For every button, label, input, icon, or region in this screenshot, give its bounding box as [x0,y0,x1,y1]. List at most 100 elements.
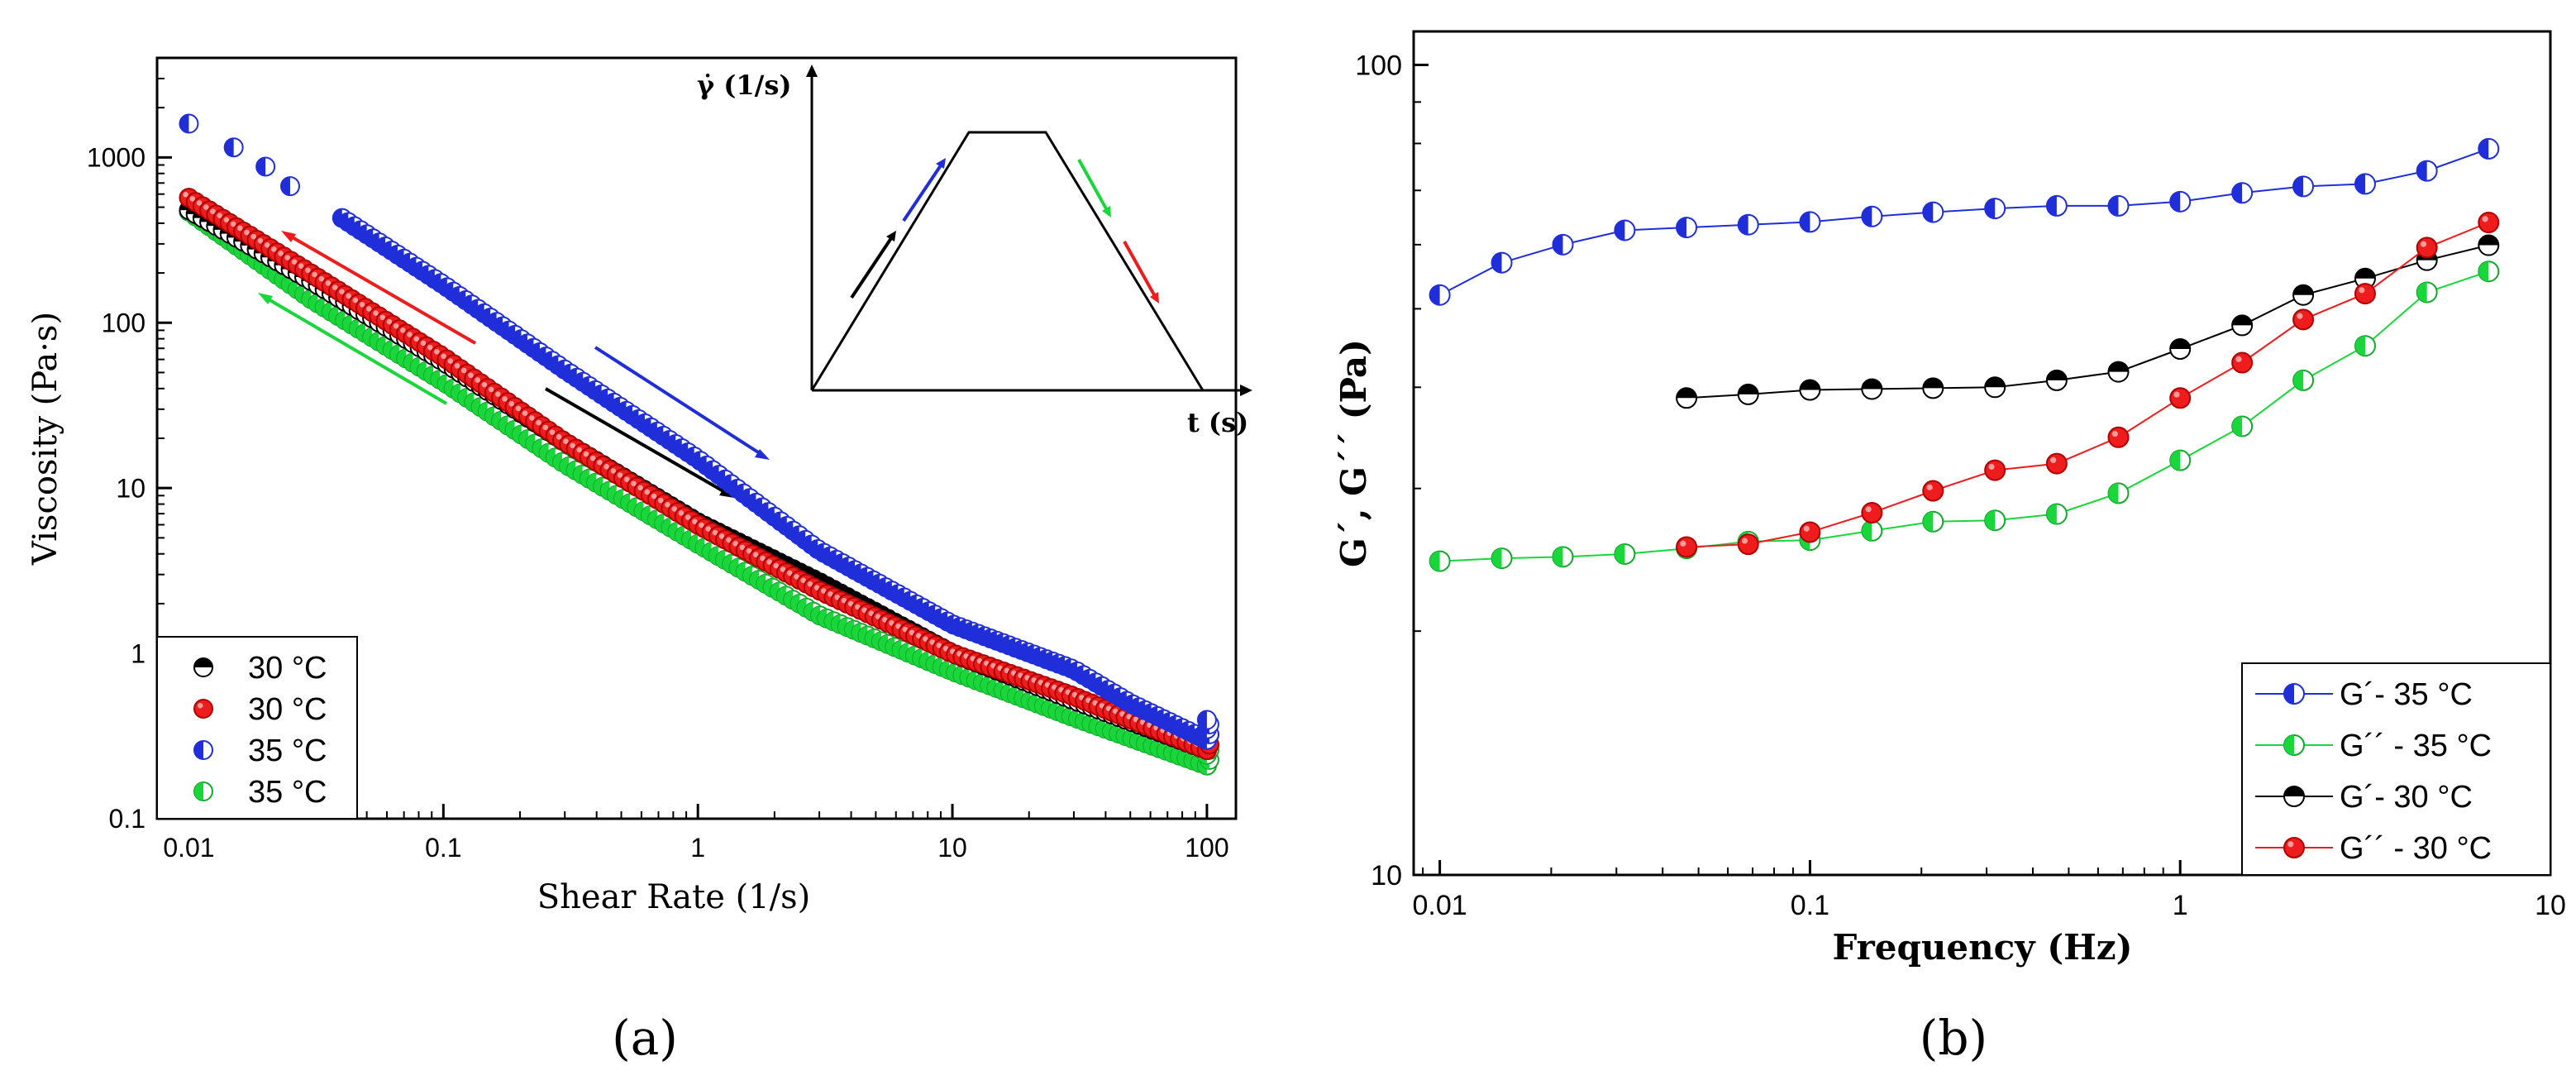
inset-arrow-black-head [886,231,896,241]
panel-a-point [179,113,199,134]
panel-a-legend: 30 °C 30 °C 35 °C 35 °C [156,636,358,820]
panel-b-point [1799,379,1821,401]
panel-b-point [2354,335,2376,357]
panel-b-point-fill [1862,379,1882,390]
inset-arrow-green-head [1102,206,1111,217]
panel-a-point [223,137,244,158]
legend-b-marker-1 [2283,734,2305,756]
panel-b-point-dot [1922,480,1944,502]
panel-b-point-fill [2046,370,2067,380]
panel-a-point-shine [589,455,596,461]
legend-b-marker-2-fill [2284,786,2304,796]
panel-b-point-fill [2354,268,2375,279]
inset-arrow-black [850,234,894,299]
panel-b-series-2 [1676,234,2500,409]
legend-a-marker-3 [193,781,213,801]
panel-b-point-fill [2354,336,2365,356]
panel-a-point-shine [915,633,922,639]
arrow-red-head [281,231,296,242]
panel-a-point-shine [352,297,359,304]
panel-a-point-shine [773,562,780,569]
panel-a-series-2 [179,113,1219,750]
panel-a-point-shine [278,251,284,256]
panel-b-x-label: Frequency (Hz) [1833,927,2133,968]
panel-b-y-label: G´, G´´ (Pa) [1333,339,1374,567]
panel-b-legend-markers [2255,683,2333,858]
panel-a-point-shine [332,284,338,290]
panel-b-point-fill [2478,235,2499,246]
panel-b-point-dot [2169,387,2192,409]
panel-b-point [1491,251,1513,274]
y-tick-label: 100 [1355,50,1402,81]
panel-a-point [1196,710,1217,730]
panel-a-point-shine [189,196,196,202]
panel-b-point [1984,509,2006,532]
panel-a-point-shine [671,506,678,512]
panel-b-point-fill [2416,282,2427,303]
panel-a-point-shine [881,617,888,623]
panel-b-point-fill [2354,174,2365,194]
panel-b-point [1861,519,1883,542]
panel-a-point-shine [902,626,909,633]
panel-a-point-shine [576,447,583,453]
panel-b-point-shine [2173,391,2180,398]
panel-a-point-shine [515,405,522,412]
panel-b-point [2107,426,2130,448]
panel-a-point-shine [365,306,372,312]
panel-a-point-shine [651,493,657,499]
panel-b-point-shine [2420,241,2427,247]
panel-b-point-fill [2293,370,2304,390]
panel-a-point [255,156,276,177]
panel-b-point-shine [2111,430,2118,437]
panel-b-point [1737,383,1759,405]
legend-a-marker-2 [193,740,213,760]
panel-a-point-shine [542,424,549,431]
panel-a-point-shine [780,566,786,572]
panel-b-plot-frame [1412,30,2552,877]
panel-b-point [1799,521,1821,543]
legend-b-label-0: G´- 35 °C [2340,677,2473,712]
panel-b-point [2045,503,2068,525]
inset-arrow-red [1123,241,1157,299]
panel-a-point-shine [718,533,725,539]
panel-b-point-fill [2170,191,2181,212]
panel-b-point [1922,201,1944,223]
panel-b-point-shine [2359,287,2365,294]
legend-b-marker-3 [2283,837,2305,858]
chart-panel-b: 10 100 0.01 0.1 1 10 Frequency (Hz) G´, G´´ … [1333,30,2566,1066]
panel-b-point-dot [1984,459,2006,481]
panel-b-point [2045,452,2068,475]
panel-b-point [2231,314,2254,337]
panel-a-point-shine [393,323,399,329]
panel-a-point-shine [699,522,704,528]
panel-a-point-shine [556,434,562,440]
panel-b-point [2354,283,2376,305]
panel-b-point-fill [2232,315,2253,326]
panel-a-point-shine [610,468,617,474]
inset-arrow-red-head [1150,292,1159,304]
panel-a-point-shine [210,208,216,214]
panel-b-point [1491,547,1513,570]
panel-b-point-shine [2235,356,2242,362]
panel-a-point-shine [250,233,257,240]
arrow-green [261,294,448,405]
panel-a-point-shine [346,293,351,299]
panel-a-point-shine [312,271,317,278]
panel-a-point-shine [488,386,494,393]
panel-a-point-shine [678,510,685,516]
panel-b-point-fill [1491,252,1502,273]
panel-a-point-fill [224,138,234,157]
panel-a-point-shine [841,597,847,604]
panel-a-point-shine [847,600,854,607]
inset-x-arrowhead [1240,385,1252,396]
arrow-green-head [258,293,273,304]
panel-b-point-fill [1615,543,1625,564]
panel-a-y-label: Viscosity (Pa·s) [26,312,64,566]
panel-a-point-shine [264,241,270,248]
panel-b-point-dot [2416,237,2438,259]
panel-a-point-shine [657,497,664,504]
panel-a-point-shine [665,501,670,508]
panel-a-point-shine [475,377,480,383]
panel-a-point-shine [379,314,385,321]
panel-b-series [1429,137,2500,572]
